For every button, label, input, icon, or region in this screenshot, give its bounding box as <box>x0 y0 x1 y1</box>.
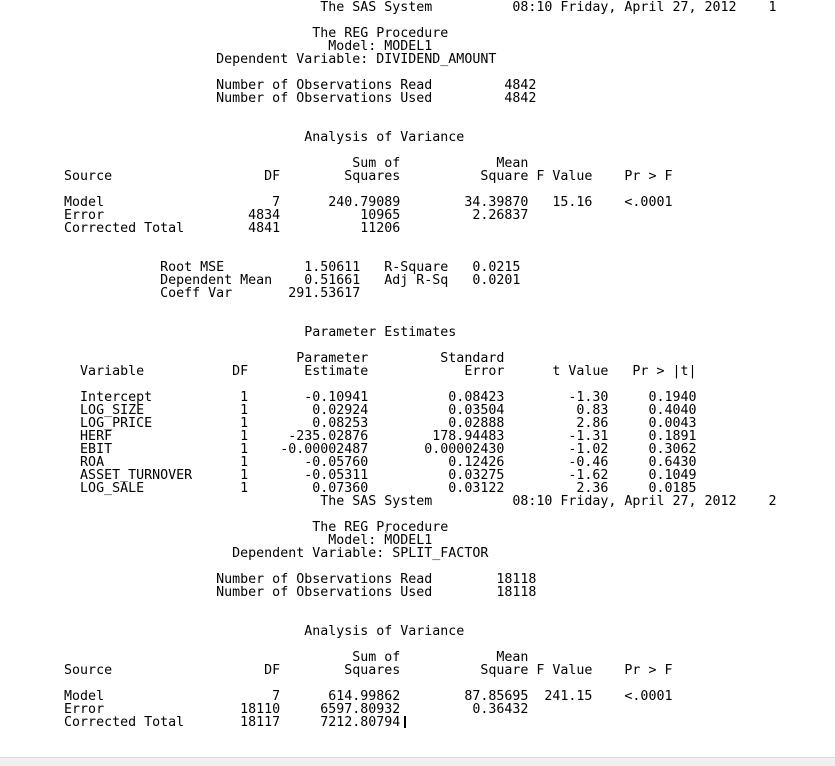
listing-line: EBIT 1 -0.00002487 0.00002430 -1.02 0.30… <box>0 442 697 457</box>
listing-line <box>0 235 777 248</box>
listing-line: The SAS System 08:10 Friday, April 27, 2… <box>0 0 777 15</box>
listing-line: The REG Procedure <box>0 26 449 41</box>
listing-line: LOG_SALE 1 0.07360 0.03122 2.36 0.0185 <box>0 481 697 496</box>
listing-line: Model: MODEL1 <box>0 533 433 548</box>
listing-line: Corrected Total 4841 11206 <box>0 221 401 236</box>
listing-line: Coeff Var 291.53617 <box>0 286 361 301</box>
listing-line: Model: MODEL1 <box>0 39 433 54</box>
listing-line: ROA 1 -0.05760 0.12426 -0.46 0.6430 <box>0 455 697 470</box>
listing-line: Corrected Total 18117 7212.80794 <box>0 715 401 730</box>
listing-line: Model 7 240.79089 34.39870 15.16 <.0001 <box>0 195 673 210</box>
sas-listing-output[interactable]: The SAS System 08:10 Friday, April 27, 2… <box>0 1 777 729</box>
listing-line: ASSET_TURNOVER 1 -0.05311 0.03275 -1.62 … <box>0 468 697 483</box>
listing-line: Sum of Mean <box>0 156 529 171</box>
listing-line: Number of Observations Used 18118 <box>0 585 537 600</box>
stray-dot-artifact <box>385 531 387 533</box>
listing-line: Analysis of Variance <box>0 624 465 639</box>
listing-line: LOG_SIZE 1 0.02924 0.03504 0.83 0.4040 <box>0 403 697 418</box>
listing-line: Parameter Standard <box>0 351 505 366</box>
text-caret <box>404 716 406 728</box>
listing-line: Intercept 1 -0.10941 0.08423 -1.30 0.194… <box>0 390 697 405</box>
listing-line: Variable DF Estimate Error t Value Pr > … <box>0 364 697 379</box>
listing-line: Error 18110 6597.80932 0.36432 <box>0 702 529 717</box>
listing-line: Number of Observations Used 4842 <box>0 91 537 106</box>
listing-line: Dependent Variable: DIVIDEND_AMOUNT <box>0 52 497 67</box>
listing-line <box>0 300 777 313</box>
listing-line: LOG_PRICE 1 0.08253 0.02888 2.86 0.0043 <box>0 416 697 431</box>
listing-line <box>0 105 777 118</box>
listing-line: HERF 1 -235.02876 178.94483 -1.31 0.1891 <box>0 429 697 444</box>
listing-line: The SAS System 08:10 Friday, April 27, 2… <box>0 494 777 509</box>
listing-line: Parameter Estimates <box>0 325 457 340</box>
listing-line: Number of Observations Read 4842 <box>0 78 537 93</box>
listing-line: Model 7 614.99862 87.85695 241.15 <.0001 <box>0 689 673 704</box>
listing-line: Source DF Squares Square F Value Pr > F <box>0 169 673 184</box>
listing-line: Analysis of Variance <box>0 130 465 145</box>
listing-line: Error 4834 10965 2.26837 <box>0 208 529 223</box>
listing-line: Number of Observations Read 18118 <box>0 572 537 587</box>
horizontal-scrollbar[interactable] <box>0 757 835 766</box>
listing-line: The REG Procedure <box>0 520 449 535</box>
listing-line: Dependent Variable: SPLIT_FACTOR <box>0 546 489 561</box>
listing-line: Source DF Squares Square F Value Pr > F <box>0 663 673 678</box>
listing-line <box>0 599 777 612</box>
listing-line: Sum of Mean <box>0 650 529 665</box>
listing-line: Root MSE 1.50611 R-Square 0.0215 <box>0 260 521 275</box>
listing-line: Dependent Mean 0.51661 Adj R-Sq 0.0201 <box>0 273 521 288</box>
